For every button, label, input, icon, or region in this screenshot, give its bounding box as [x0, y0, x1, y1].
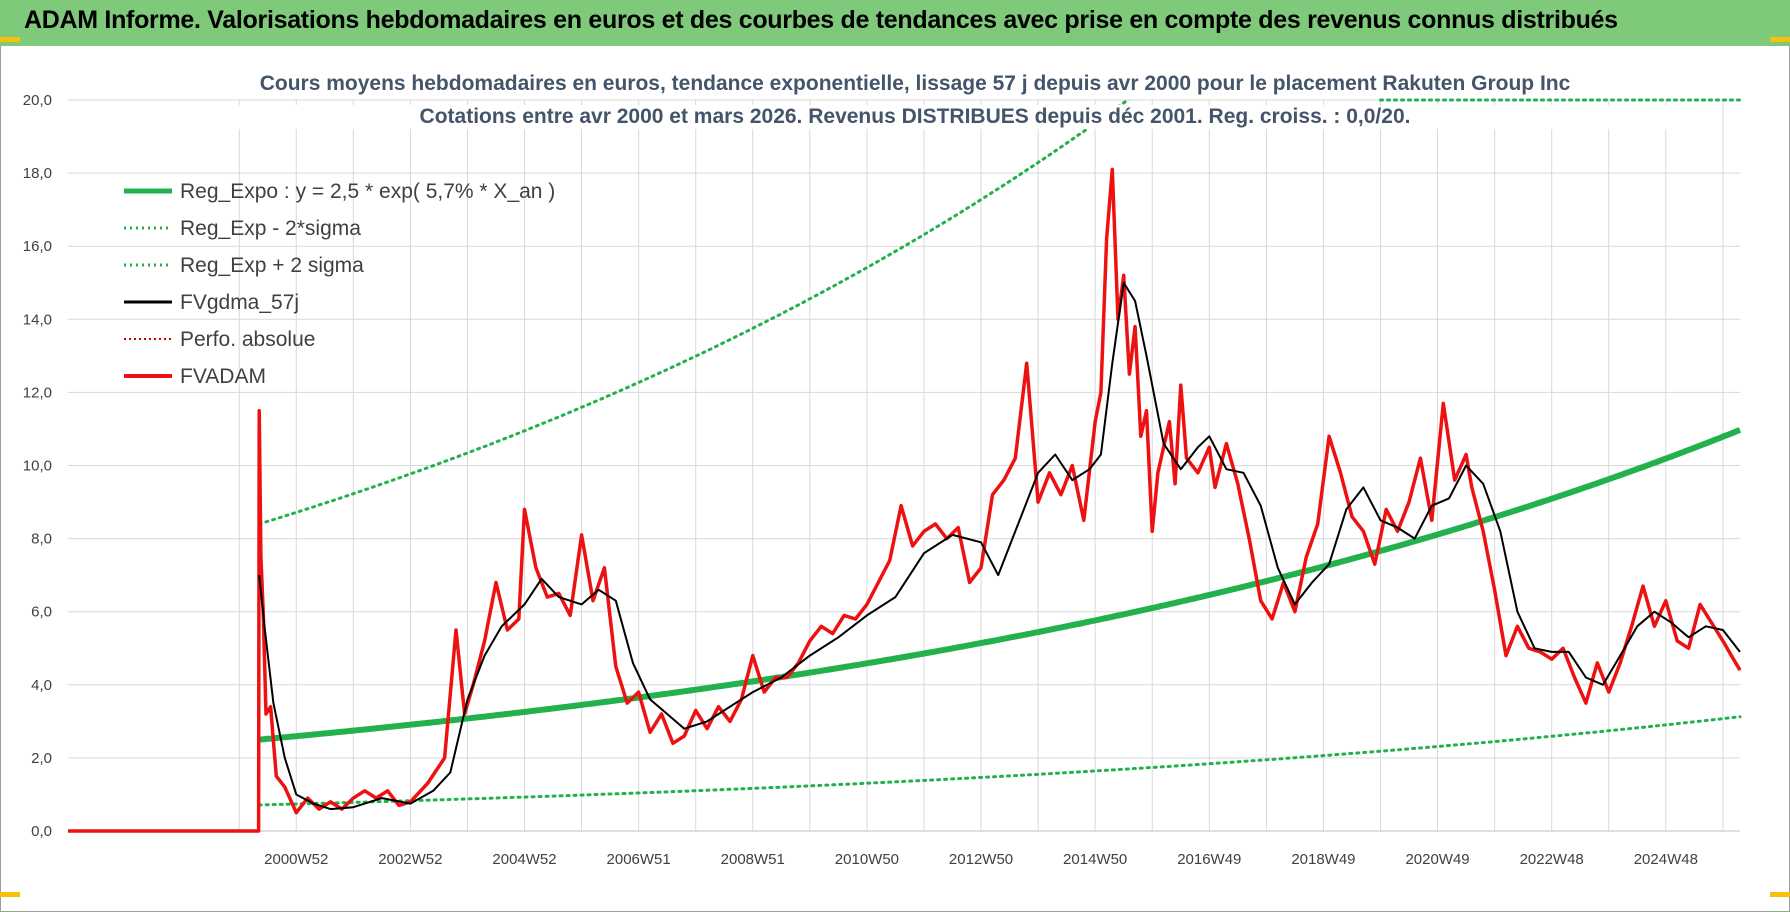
y-tick-label: 18,0: [23, 165, 52, 182]
y-tick-label: 14,0: [23, 311, 52, 328]
y-tick-label: 4,0: [31, 677, 52, 694]
x-tick-label: 2004W52: [492, 851, 556, 868]
y-tick-label: 6,0: [31, 604, 52, 621]
x-tick-label: 2014W50: [1063, 851, 1127, 868]
corner-accent-bottom-right: [1770, 892, 1790, 897]
y-tick-label: 2,0: [31, 750, 52, 767]
reg-expo-line: [258, 427, 1742, 743]
legend-label-fvadam: FVADAM: [180, 365, 266, 388]
chart-title-line-2: Cotations entre avr 2000 et mars 2026. R…: [125, 105, 1705, 129]
legend-label-perfo: Perfo. absolue: [180, 328, 315, 351]
y-tick-label: 16,0: [23, 238, 52, 255]
reg-lower-line: [257, 715, 1742, 807]
corner-accent-bottom-left: [0, 892, 20, 897]
x-tick-label: 2020W49: [1405, 851, 1469, 868]
y-tick-label: 0,0: [31, 823, 52, 840]
chart-title-line-1: Cours moyens hebdomadaires en euros, ten…: [125, 72, 1705, 96]
report-title: ADAM Informe. Valorisations hebdomadaire…: [24, 6, 1618, 34]
gridlines: [68, 99, 1740, 832]
x-tick-label: 2010W50: [835, 851, 899, 868]
legend-label-reg_upper: Reg_Exp + 2 sigma: [180, 254, 364, 277]
y-axis: 0,0 2,0 4,0 6,0 8,0 10,0 12,0 14,0 16,0 18,0 20,0: [23, 92, 52, 840]
x-tick-label: 2006W51: [607, 851, 671, 868]
series-layer: [68, 98, 1742, 833]
y-tick-label: 20,0: [23, 92, 52, 109]
corner-accent-top-right: [1770, 37, 1790, 42]
x-axis: 2000W52 2002W52 2004W52 2006W51 2008W51 2010W…: [264, 851, 1698, 868]
y-tick-label: 10,0: [23, 458, 52, 475]
y-tick-label: 12,0: [23, 384, 52, 401]
fvgdma-line: [258, 281, 1741, 811]
legend: Reg_Expo : y = 2,5 * exp( 5,7% * X_an ) R…: [124, 180, 555, 388]
x-tick-label: 2016W49: [1177, 851, 1241, 868]
corner-accent-top-left: [0, 37, 20, 42]
x-tick-label: 2002W52: [378, 851, 442, 868]
x-tick-label: 2000W52: [264, 851, 328, 868]
header-banner: ADAM Informe. Valorisations hebdomadaire…: [0, 0, 1790, 46]
y-tick-label: 8,0: [31, 531, 52, 548]
x-tick-label: 2024W48: [1634, 851, 1698, 868]
reg-upper-line: [257, 100, 1131, 526]
legend-label-fvgdma: FVgdma_57j: [180, 291, 299, 314]
x-tick-label: 2012W50: [949, 851, 1013, 868]
legend-label-reg_expo: Reg_Expo : y = 2,5 * exp( 5,7% * X_an ): [180, 180, 555, 203]
x-tick-label: 2018W49: [1291, 851, 1355, 868]
x-tick-label: 2022W48: [1520, 851, 1584, 868]
legend-label-reg_lower: Reg_Exp - 2*sigma: [180, 217, 361, 240]
x-tick-label: 2008W51: [721, 851, 785, 868]
